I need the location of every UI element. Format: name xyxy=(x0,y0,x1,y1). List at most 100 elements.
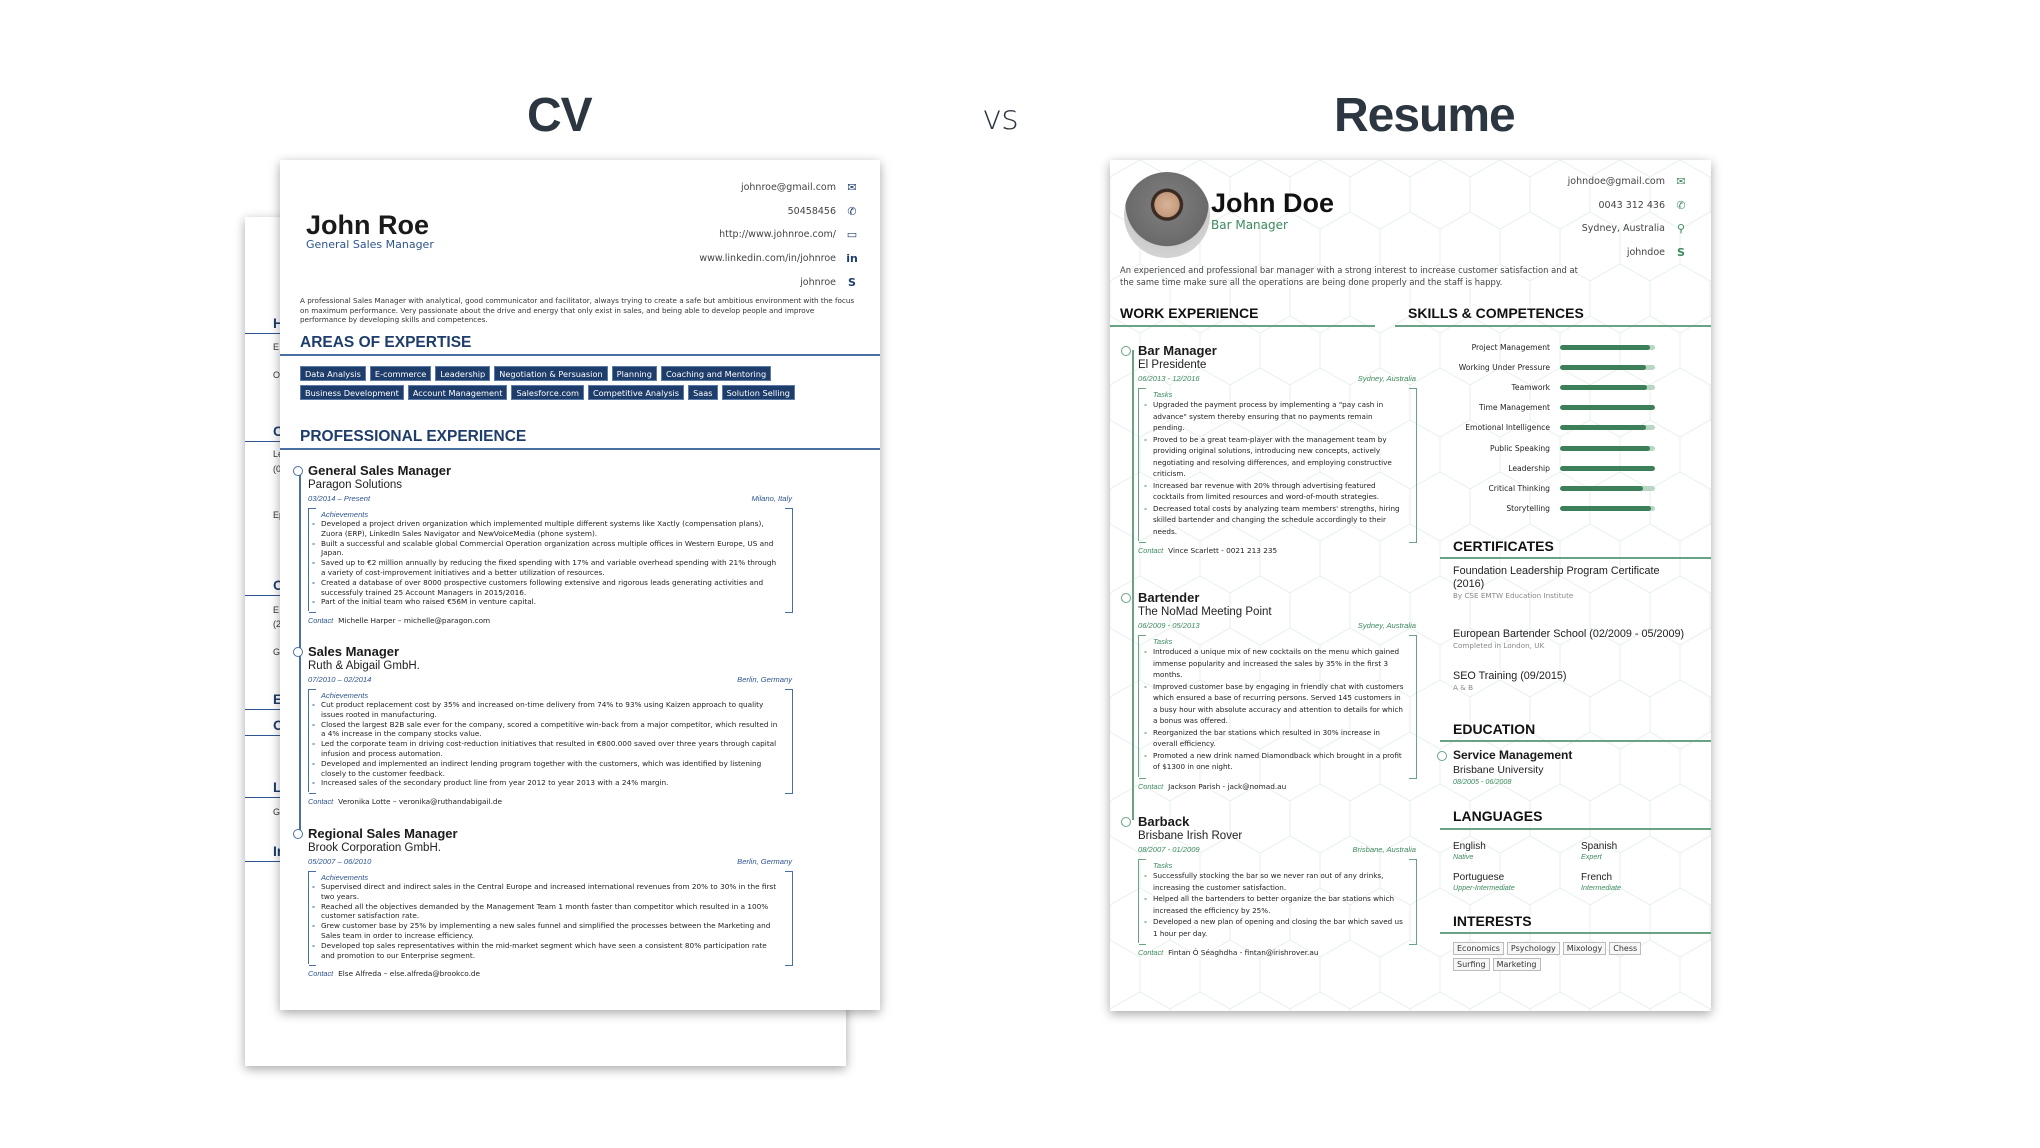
language-level: Native xyxy=(1453,852,1474,861)
interest-tag: Surfing xyxy=(1453,958,1490,971)
language-name: Portuguese xyxy=(1453,872,1505,883)
certificate-title: Foundation Leadership Program Certificat… xyxy=(1453,565,1660,590)
expertise-tag: Saas xyxy=(688,385,718,400)
skill-bar-fill xyxy=(1560,344,1651,350)
work-heading: WORK EXPERIENCE xyxy=(1120,305,1259,321)
certificate-detail: Completed in London, UK xyxy=(1453,641,1545,650)
list-item: Developed a project driven organization … xyxy=(312,519,780,539)
job-dates: 05/2007 – 06/2010 xyxy=(308,857,372,866)
certificate-title: European Bartender School (02/2009 - 05/… xyxy=(1453,628,1685,640)
job-location: Berlin, Germany xyxy=(737,857,792,866)
cv-document: John Roe General Sales Manager johnroe@g… xyxy=(280,160,880,1010)
certificate-title: SEO Training (09/2015) xyxy=(1453,670,1567,682)
contact-item: 0043 312 436 ✆ xyxy=(1568,194,1689,218)
list-item: Grew customer base by 25% by implementin… xyxy=(312,921,780,941)
skill-bar-fill xyxy=(1560,425,1647,431)
achievements-box: TasksUpgraded the payment process by imp… xyxy=(1138,388,1417,543)
job-title: Barback xyxy=(1138,814,1190,829)
resume-title: Resume xyxy=(1334,89,1516,142)
expertise-tag: E-commerce xyxy=(369,366,432,381)
education-entry: Service Management Brisbane University 0… xyxy=(1437,748,1573,786)
list-item: Created a database of over 8000 prospect… xyxy=(312,578,780,598)
back-page-fragment: (0 xyxy=(273,464,282,474)
monitor-icon: ▭ xyxy=(846,228,858,242)
job-meta: 07/2010 – 02/2014 Berlin, Germany xyxy=(308,675,792,684)
job-contact: Contact Michelle Harper – michelle@parago… xyxy=(308,616,792,625)
skill-name: Time Management xyxy=(1478,403,1550,413)
skill-row: Emotional Intelligence xyxy=(1440,418,1655,438)
interests-tags: Economics Psychology Mixology Chess Surfing M… xyxy=(1453,942,1643,971)
list-item: Built a successful and scalable global C… xyxy=(312,539,780,559)
contact-item: johnroe S xyxy=(699,270,860,294)
expertise-tags: Data Analysis E-commerce Leadership Negotia… xyxy=(300,366,860,400)
skill-bar xyxy=(1560,465,1655,471)
language-name: English xyxy=(1453,841,1486,852)
vs-label: vs xyxy=(982,98,1019,138)
divider xyxy=(245,333,280,334)
interest-tag: Marketing xyxy=(1492,958,1541,971)
list-item: Improved customer base by engaging in fr… xyxy=(1144,681,1404,727)
list-label: Achievements xyxy=(321,873,369,882)
expertise-heading: AREAS OF EXPERTISE xyxy=(300,334,472,351)
skill-row: Working Under Pressure xyxy=(1440,357,1655,377)
skill-bar xyxy=(1560,405,1655,411)
skill-bar xyxy=(1560,445,1655,451)
list-label: Achievements xyxy=(321,691,369,700)
education-title: Service Management xyxy=(1453,748,1573,762)
back-page-fragment: O xyxy=(273,577,284,593)
skill-row: Time Management xyxy=(1440,398,1655,418)
certificate-detail: By CSE EMTW Education Institute xyxy=(1453,591,1574,600)
interest-tag: Economics xyxy=(1453,942,1504,955)
job-dates: 07/2010 – 02/2014 xyxy=(308,675,372,684)
resume-document: John Doe Bar Manager johndoe@gmail.com ✉ 0… xyxy=(1110,160,1711,1011)
contact-text: johndoe@gmail.com xyxy=(1567,176,1665,188)
skill-bar-fill xyxy=(1560,506,1652,512)
interests-heading: INTERESTS xyxy=(1453,913,1532,929)
contact-value: Vince Scarlett - 0021 213 235 xyxy=(1168,546,1278,555)
expertise-tag: Competitive Analysis xyxy=(587,385,685,400)
job-title: Sales Manager xyxy=(308,644,400,659)
job-entry: General Sales Manager Paragon Solutions 03… xyxy=(293,463,793,625)
contact-text: www.linkedin.com/in/johnroe xyxy=(699,253,836,265)
email-icon: ✉ xyxy=(1676,175,1686,189)
back-page-fragment: G xyxy=(273,647,281,657)
job-contact: Contact Veronika Lotte – veronika@ruthand… xyxy=(308,797,792,806)
contact-value: Michelle Harper – michelle@paragon.com xyxy=(338,616,491,626)
contact-label: Contact xyxy=(308,616,334,626)
job-contact: Contact Jackson Parish - jack@nomad.au xyxy=(1138,782,1416,791)
skill-row: Leadership xyxy=(1440,458,1655,478)
job-location: Milano, Italy xyxy=(751,494,792,503)
skill-name: Emotional Intelligence xyxy=(1465,423,1550,433)
divider xyxy=(245,861,280,862)
job-contact: Contact Fintan Ó Séaghdha - fintan@irishr… xyxy=(1138,948,1416,957)
linkedin-icon: in xyxy=(846,252,858,266)
contact-text: http://www.johnroe.com/ xyxy=(719,229,836,241)
skill-row: Project Management xyxy=(1440,337,1655,357)
cv-title: CV xyxy=(527,89,593,142)
skill-bar-fill xyxy=(1560,445,1651,451)
job-title: Bar Manager xyxy=(1138,343,1217,358)
skill-name: Public Speaking xyxy=(1490,443,1550,453)
list-item: Developed top sales representatives with… xyxy=(312,941,780,961)
achievement-list: Upgraded the payment process by implemen… xyxy=(1144,399,1404,537)
skill-name: Storytelling xyxy=(1506,504,1550,514)
back-page-fragment: H xyxy=(273,315,284,331)
contact-value: Veronika Lotte – veronika@ruthandabigail… xyxy=(338,797,503,807)
expertise-tag: Planning xyxy=(611,366,657,381)
education-school: Brisbane University xyxy=(1453,764,1544,776)
job-entry: Sales Manager Ruth & Abigail GmbH. 07/2010… xyxy=(293,644,793,806)
skill-bar xyxy=(1560,485,1655,491)
contact-text: johnroe@gmail.com xyxy=(740,182,836,194)
list-item: Reached all the objectives demanded by t… xyxy=(312,902,780,922)
contact-item: johndoe S xyxy=(1568,241,1689,265)
skill-bar-fill xyxy=(1560,384,1648,390)
timeline-dot xyxy=(1121,593,1131,603)
contact-item: 50458456 ✆ xyxy=(699,200,860,224)
skype-icon: S xyxy=(1677,246,1685,260)
skill-name: Teamwork xyxy=(1511,382,1550,392)
interest-tag: Psychology xyxy=(1506,942,1560,955)
divider xyxy=(245,595,280,596)
timeline-dot xyxy=(293,829,303,839)
back-page-fragment: O xyxy=(273,717,284,733)
back-page-fragment: Ge xyxy=(273,807,286,817)
